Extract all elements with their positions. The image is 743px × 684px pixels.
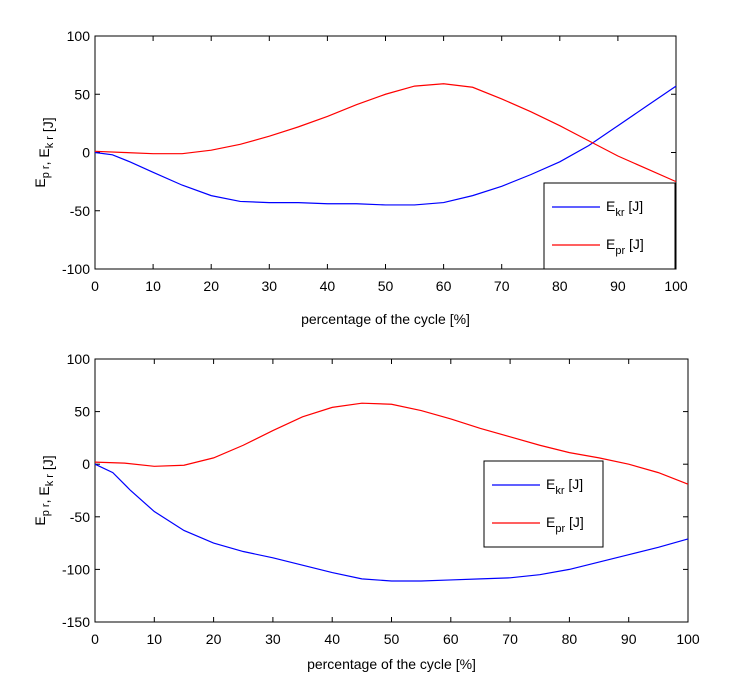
x-tick-label: 50 [384,631,400,647]
x-tick-label: 60 [436,278,452,294]
y-tick-label: -50 [70,203,90,219]
x-tick-label: 0 [91,278,99,294]
legend: Ekr [J] Epr [J] [483,460,604,548]
y-tick-label: -100 [62,561,90,577]
legend: Ekr [J] Epr [J] [543,182,676,270]
x-tick-label: 10 [147,631,163,647]
x-tick-label: 90 [610,278,626,294]
legend-label-kr: Ekr [J] [546,476,583,497]
series-line-kr [94,85,677,206]
x-tick-label: 70 [502,631,518,647]
x-tick-label: 0 [91,631,99,647]
x-tick-label: 20 [203,278,219,294]
y-tick-label: -150 [62,614,90,630]
y-tick-label: 50 [74,86,90,102]
chart-2: 0 10 20 30 40 50 60 70 80 90 100 -150 -100 -50 0 50 100 p… [32,351,700,672]
legend-label-pr: Epr [J] [546,514,584,535]
legend-box [543,182,676,270]
y-tick-label: -50 [70,509,90,525]
x-tick-label: 80 [552,278,568,294]
x-tick-label: 50 [378,278,394,294]
chart-1: 0 10 20 30 40 50 60 70 80 90 100 -100 -50 0 50 100 perce… [32,28,688,327]
x-axis-label: percentage of the cycle [%] [307,656,476,672]
x-tick-label: 60 [443,631,459,647]
x-tick-label: 30 [265,631,281,647]
series-line-pr [94,83,677,183]
x-tick-label: 40 [320,278,336,294]
y-tick-label: 100 [67,28,91,44]
series-line-pr [94,402,689,485]
x-tick-label: 30 [262,278,278,294]
legend-box [483,460,604,548]
y-axis-label: Ep r, Ek r [J] [32,455,56,525]
y-tick-label: 50 [74,404,90,420]
y-axis-label: Ep r, Ek r [J] [32,117,56,187]
legend-label-pr: Epr [J] [606,236,644,257]
x-tick-label: 70 [494,278,510,294]
x-tick-label: 40 [324,631,340,647]
series-line-kr [94,463,689,582]
y-tick-label: 0 [82,145,90,161]
y-tick-label: -100 [62,261,90,277]
y-tick-label: 100 [67,351,91,367]
x-tick-label: 100 [664,278,688,294]
x-tick-label: 80 [562,631,578,647]
x-tick-label: 90 [621,631,637,647]
x-tick-label: 10 [145,278,161,294]
x-tick-label: 100 [676,631,700,647]
x-tick-label: 20 [206,631,222,647]
y-tick-label: 0 [82,456,90,472]
x-axis-label: percentage of the cycle [%] [301,311,470,327]
legend-label-kr: Ekr [J] [606,198,643,219]
